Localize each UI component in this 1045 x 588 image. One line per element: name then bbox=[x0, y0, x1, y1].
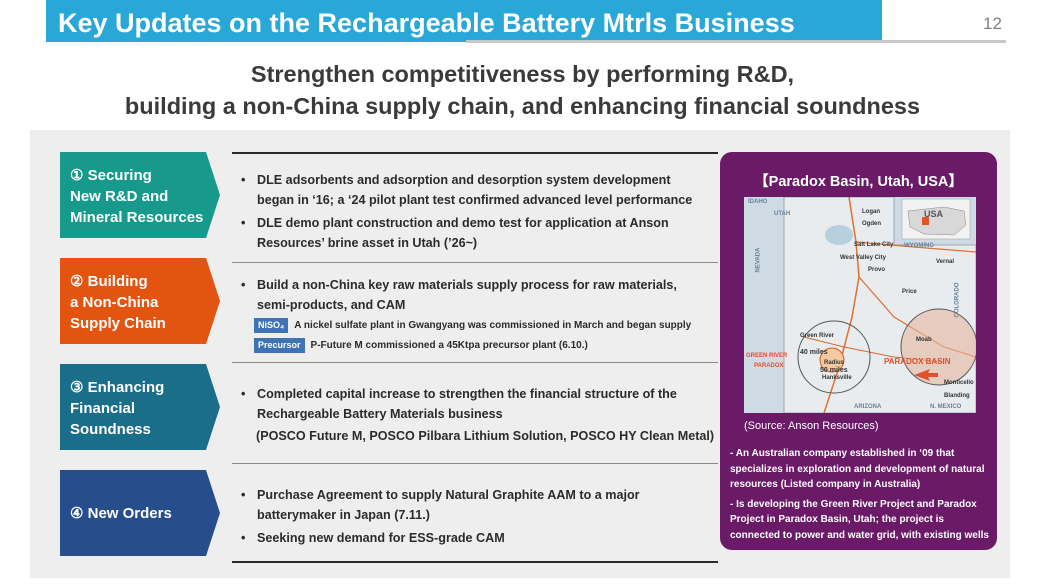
area-label: PARADOX BASIN bbox=[884, 357, 951, 366]
bullet-item: DLE adsorbents and adsorption and desorp… bbox=[240, 170, 710, 210]
tag-text: P-Future M commissioned a 45Ktpa precurs… bbox=[310, 340, 588, 352]
map-city-label: Blanding bbox=[944, 393, 970, 399]
map-region-label: IDAHO bbox=[748, 199, 768, 205]
slide-title: Key Updates on the Rechargeable Battery … bbox=[46, 0, 882, 42]
map-city-label: Green River bbox=[800, 333, 835, 339]
divider bbox=[232, 362, 718, 363]
headline-line-1: Strengthen competitiveness by performing… bbox=[250, 61, 795, 87]
company-notes: - An Australian company established in ‘… bbox=[730, 446, 992, 547]
map-city-label: Monticello bbox=[944, 380, 974, 386]
panel-title: 【Paradox Basin, Utah, USA】 bbox=[754, 174, 963, 190]
map-region-label: NEVADA bbox=[755, 247, 762, 273]
map-city-label: Price bbox=[902, 289, 917, 295]
tag-row: Precursor P-Future M commissioned a 45Ktp… bbox=[254, 338, 588, 354]
map-state-label: UTAH bbox=[774, 211, 791, 217]
section-label-enhancing: ③ Enhancing Financial Soundness bbox=[60, 364, 220, 450]
section-label-line: ② Building bbox=[70, 273, 148, 290]
map-region-label: WYOMING bbox=[904, 243, 934, 249]
title-underline bbox=[466, 40, 1006, 43]
precursor-tag: Precursor bbox=[254, 338, 305, 353]
tag-row: NiSO₄ A nickel sulfate plant in Gwangyang… bbox=[254, 318, 691, 334]
divider bbox=[232, 463, 718, 464]
map-city-label: Provo bbox=[868, 267, 886, 273]
utah-map: USA UTAH IDAHO WYOMING NEVADA COLORADO A… bbox=[744, 197, 976, 413]
area-label: PARADOX bbox=[754, 363, 784, 369]
chevron-shape bbox=[60, 364, 220, 450]
section-3-bullets: Completed capital increase to strengthen… bbox=[240, 384, 710, 427]
bullet-item: DLE demo plant construction and demo tes… bbox=[240, 213, 710, 253]
area-label: GREEN RIVER bbox=[746, 353, 788, 359]
chevron-shape bbox=[60, 470, 220, 556]
section-label-line: Mineral Resources bbox=[70, 209, 204, 226]
divider-top bbox=[232, 152, 718, 154]
bullet-item: Build a non-China key raw materials supp… bbox=[240, 275, 710, 315]
note-item: - Is developing the Green River Project … bbox=[730, 498, 989, 541]
map-graphic bbox=[744, 197, 976, 413]
map-city-label: Vernal bbox=[936, 259, 955, 265]
section-label-new-orders: ④ New Orders bbox=[60, 470, 220, 556]
section-4-bullets: Purchase Agreement to supply Natural Gra… bbox=[240, 485, 710, 551]
map-city-label: Moab bbox=[916, 337, 932, 343]
map-region-label: ARIZONA bbox=[854, 404, 882, 410]
map-source: (Source: Anson Resources) bbox=[744, 420, 879, 432]
section-label-line: Financial bbox=[70, 400, 136, 417]
section-label-line: ④ New Orders bbox=[70, 505, 172, 522]
divider bbox=[232, 262, 718, 263]
tag-text: A nickel sulfate plant in Gwangyang was … bbox=[294, 320, 692, 332]
page-number: 12 bbox=[983, 14, 1002, 33]
note-item: - An Australian company established in ‘… bbox=[730, 448, 985, 490]
section-2-bullets: Build a non-China key raw materials supp… bbox=[240, 275, 710, 318]
section-label-line: Soundness bbox=[70, 421, 151, 438]
nickel-sulfate-tag: NiSO₄ bbox=[254, 318, 289, 333]
radius-label: 50 miles bbox=[820, 367, 848, 374]
company-list: (POSCO Future M, POSCO Pilbara Lithium S… bbox=[256, 429, 715, 443]
bullet-item: Seeking new demand for ESS-grade CAM bbox=[240, 528, 710, 548]
section-label-securing: ① Securing New R&D and Mineral Resources bbox=[60, 152, 220, 238]
map-city-label: Ogden bbox=[862, 221, 881, 227]
headline: Strengthen competitiveness by performing… bbox=[0, 58, 1045, 122]
map-city-label: Logan bbox=[862, 209, 880, 215]
section-label-building: ② Building a Non-China Supply Chain bbox=[60, 258, 220, 344]
map-region-label: N. MEXICO bbox=[930, 404, 962, 410]
divider-bottom bbox=[232, 561, 718, 563]
chevron-shape bbox=[60, 258, 220, 344]
bullet-item: Completed capital increase to strengthen… bbox=[240, 384, 710, 424]
map-city-label: Salt Lake City bbox=[854, 242, 894, 248]
inset-usa-label: USA bbox=[924, 209, 944, 219]
section-label-line: ③ Enhancing bbox=[70, 379, 165, 396]
section-label-line: ① Securing bbox=[70, 167, 152, 184]
section-1-bullets: DLE adsorbents and adsorption and desorp… bbox=[240, 170, 710, 256]
bullet-item: Purchase Agreement to supply Natural Gra… bbox=[240, 485, 710, 525]
section-label-line: New R&D and bbox=[70, 188, 169, 205]
radius-label: 40 miles bbox=[800, 349, 828, 356]
chevron-shape bbox=[60, 152, 220, 238]
radius-label: Radius bbox=[824, 360, 845, 366]
section-label-line: Supply Chain bbox=[70, 315, 166, 332]
map-city-label: Hanksville bbox=[822, 375, 852, 381]
section-label-line: a Non-China bbox=[70, 294, 159, 311]
map-region-label: COLORADO bbox=[954, 282, 961, 318]
headline-line-2: building a non-China supply chain, and e… bbox=[124, 93, 921, 119]
map-city-label: West Valley City bbox=[840, 255, 886, 261]
